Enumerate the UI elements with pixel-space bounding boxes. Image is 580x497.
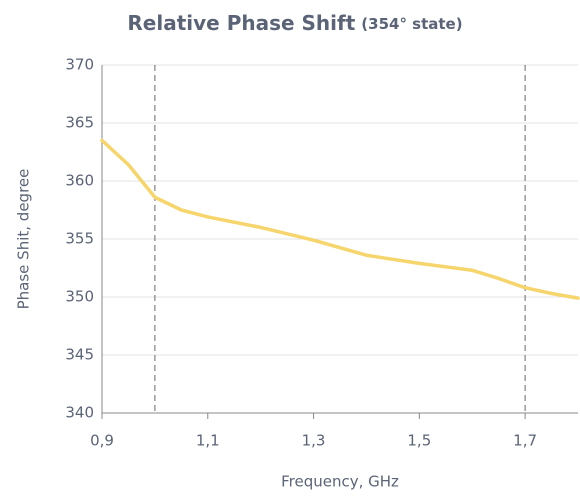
x-axis-label: Frequency, GHz xyxy=(281,473,399,491)
y-tick-label: 370 xyxy=(65,56,94,74)
y-tick-label: 345 xyxy=(65,346,94,364)
x-tick-label: 1,7 xyxy=(513,432,537,450)
data-line xyxy=(100,138,580,300)
y-tick-label: 355 xyxy=(65,230,94,248)
y-axis-label: Phase Shit, degree xyxy=(15,169,33,310)
y-tick-label: 360 xyxy=(65,172,94,190)
title: Relative Phase Shift xyxy=(127,11,355,35)
x-tick-label: 1,5 xyxy=(407,432,431,450)
x-tick-label: 1,3 xyxy=(302,432,326,450)
subtitle: (354° state) xyxy=(361,15,462,33)
x-tick-label: 1,1 xyxy=(196,432,220,450)
x-tick-label: 0,9 xyxy=(90,432,114,450)
chart-title: Relative Phase Shift (354° state) xyxy=(127,11,462,35)
y-tick-label: 340 xyxy=(65,404,94,422)
y-tick-label: 350 xyxy=(65,288,94,306)
y-tick-label: 365 xyxy=(65,114,94,132)
